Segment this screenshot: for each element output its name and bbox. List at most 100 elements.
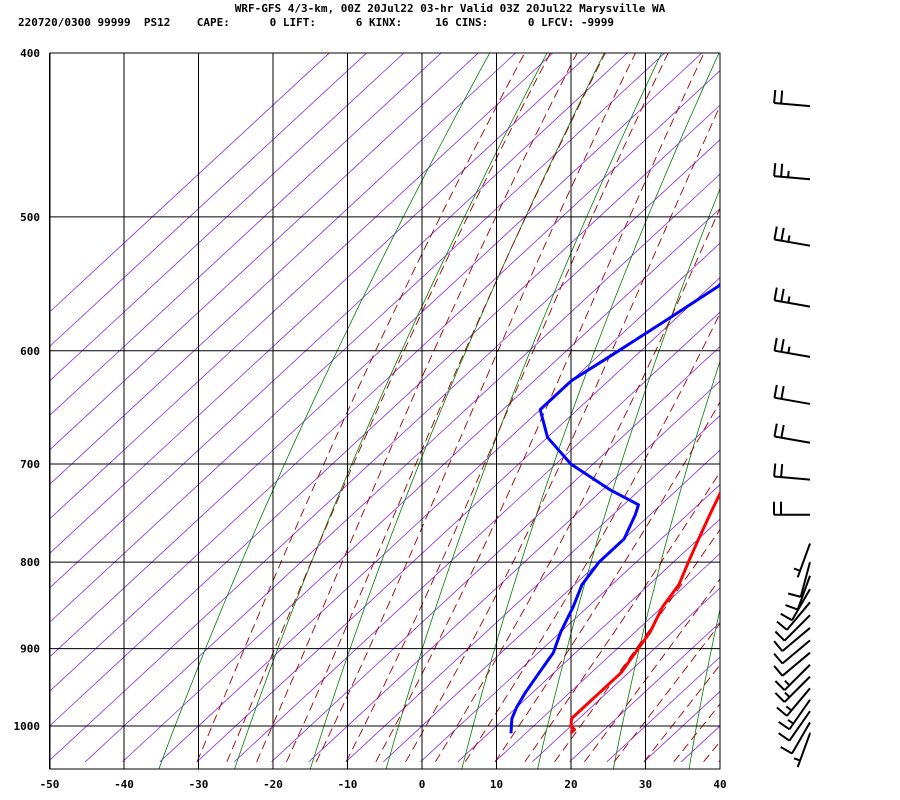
wind-barb (773, 651, 811, 677)
barb-feather (780, 338, 785, 353)
wind-barb (793, 543, 811, 578)
barb-feather (785, 604, 799, 611)
wind-barb (774, 664, 811, 691)
barb-feather (773, 287, 778, 301)
dry-adiabat-line (841, 34, 900, 768)
isotherm-line (234, 311, 720, 763)
barb-half-feather (784, 691, 791, 698)
wind-barb (793, 732, 811, 768)
barb-half-feather (793, 567, 801, 572)
barb-half-feather (793, 757, 801, 762)
barb-feather (780, 90, 784, 104)
x-tick-label: -50 (40, 778, 60, 791)
moist-adiabat-line (226, 53, 551, 762)
y-tick-label: 1000 (14, 720, 41, 733)
y-tick-label: 500 (20, 211, 40, 224)
barb-feather (780, 424, 785, 438)
isotherm-line (50, 53, 628, 589)
stability-indices-line: 220720/0300 99999 PS12 CAPE: 0 LIFT: 6 K… (18, 16, 614, 29)
barb-staff (774, 396, 811, 405)
barb-half-feather (785, 705, 793, 712)
isotherm-line (50, 53, 591, 554)
isotherm-lines (50, 53, 720, 763)
isotherm-line (50, 53, 405, 382)
x-tick-label: 10 (490, 778, 503, 791)
dry-adiabat-line (158, 53, 491, 769)
barb-feather (773, 163, 777, 177)
barb-feather (773, 89, 777, 104)
wind-barb (776, 687, 811, 717)
barb-half-feather (787, 170, 790, 178)
barb-feather (773, 463, 777, 477)
barb-staff (791, 721, 811, 754)
wind-barb (785, 575, 811, 611)
barb-feather (780, 385, 785, 400)
dry-adiabat-line (234, 53, 548, 769)
y-tick-label: 400 (20, 47, 40, 60)
plot-frame (49, 52, 721, 770)
barb-staff (786, 601, 811, 631)
barb-feather (778, 732, 790, 742)
isotherm-line (50, 104, 720, 727)
wind-barb (773, 639, 811, 665)
isotherm-line (681, 725, 720, 763)
y-tick-label: 900 (20, 643, 40, 656)
barb-feather (778, 721, 790, 731)
barb-staff (781, 651, 811, 677)
wind-barb (774, 614, 811, 642)
moist-adiabat-line (613, 622, 720, 763)
x-tick-label: -10 (338, 778, 358, 791)
isotherm-line (50, 53, 368, 347)
moist-adiabat-line (405, 104, 720, 763)
moist-adiabat-line (703, 740, 720, 763)
barb-staff (774, 175, 811, 181)
moist-adiabat-line (643, 664, 720, 763)
moist-adiabat-line (494, 401, 720, 763)
barb-half-feather (787, 296, 791, 303)
isotherm-line (85, 173, 720, 763)
isotherm-line (494, 552, 720, 763)
barb-staff (796, 732, 811, 768)
barb-feather (780, 464, 784, 478)
barb-feather (780, 288, 785, 302)
y-tick-label: 600 (20, 345, 40, 358)
isotherm-line (569, 621, 720, 763)
wind-barb (773, 463, 811, 481)
barb-feather (773, 337, 778, 351)
isotherm-line (606, 656, 720, 763)
wind-barb (773, 627, 811, 652)
y-tick-label: 800 (20, 556, 40, 569)
dry-adiabat-line (385, 53, 663, 769)
barb-feather (787, 592, 801, 598)
barb-feather (773, 423, 778, 437)
barb-staff (774, 238, 811, 247)
barb-feather (773, 640, 784, 652)
barb-feather (774, 692, 786, 703)
barb-half-feather (787, 346, 791, 354)
barb-feather (773, 665, 784, 677)
grid-lines (49, 52, 721, 770)
barb-feather (780, 163, 784, 177)
wind-barb (778, 710, 811, 742)
barb-half-feather (787, 235, 791, 243)
y-tick-label: 700 (20, 458, 40, 471)
wind-barb (774, 675, 811, 703)
moist-adiabat-line (673, 703, 720, 763)
dry-adiabat-line (461, 53, 720, 769)
x-tick-label: 20 (564, 778, 577, 791)
barb-staff (788, 710, 811, 742)
wind-barb (773, 501, 811, 516)
isotherm-line (308, 380, 720, 763)
isotherm-line (50, 139, 720, 761)
isotherm-line (532, 587, 720, 763)
x-tick-label: -40 (114, 778, 134, 791)
dewpoint-trace (509, 282, 720, 734)
barb-staff (783, 675, 811, 703)
barb-staff (781, 627, 811, 652)
isotherm-line (50, 53, 479, 451)
isotherm-line (50, 53, 554, 520)
wind-barb (773, 287, 811, 308)
isotherm-line (383, 449, 720, 763)
isotherm-line (50, 53, 442, 416)
barb-staff (783, 614, 811, 642)
